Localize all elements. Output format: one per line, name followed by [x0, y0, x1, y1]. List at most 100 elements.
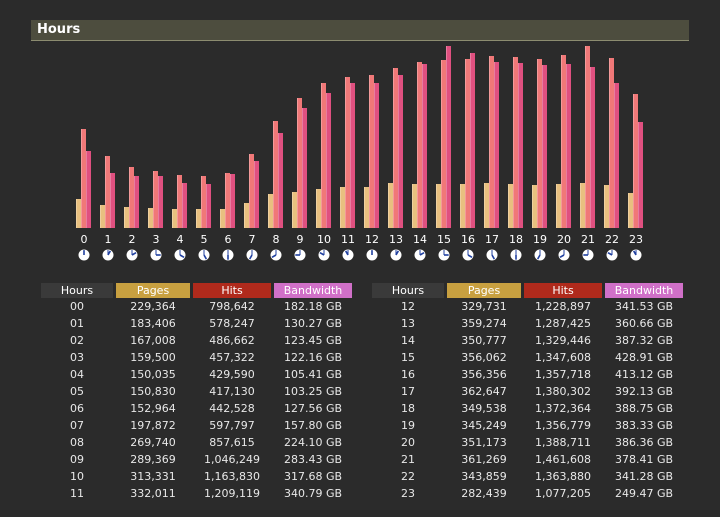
bar-hits [81, 129, 86, 228]
hour-cell: 15 [401, 351, 415, 364]
bar-bandwidth-highlight [614, 83, 615, 228]
pages-cell: 150,035 [130, 368, 176, 381]
clock-icon [630, 249, 642, 261]
bar-bandwidth [182, 183, 187, 228]
x-tick-label: 9 [297, 233, 304, 246]
hits-cell: 1,347,608 [535, 351, 591, 364]
table-row: 17 362,647 1,380,302 392.13 GB [372, 383, 683, 400]
bar-bandwidth [206, 184, 211, 228]
hits-cell: 1,077,205 [535, 487, 591, 500]
x-tick-label: 22 [605, 233, 619, 246]
bar-hits [105, 156, 110, 228]
bar-hits-highlight [105, 156, 106, 228]
bar-bandwidth-highlight [494, 62, 495, 228]
pages-cell: 152,964 [130, 402, 176, 415]
bar-hits-highlight [465, 59, 466, 228]
bar-pages-highlight [628, 193, 629, 228]
bar-pages-highlight [460, 184, 461, 228]
bandwidth-cell: 392.13 GB [614, 385, 674, 398]
hour-cell: 16 [401, 368, 415, 381]
x-tick-label: 11 [341, 233, 355, 246]
hits-cell: 1,363,880 [535, 470, 591, 483]
bar-hits [561, 55, 566, 228]
clock-icon [78, 249, 90, 261]
bandwidth-cell: 182.18 GB [283, 300, 343, 313]
x-tick-label: 4 [177, 233, 184, 246]
x-tick-label: 5 [201, 233, 208, 246]
clock-icon [486, 249, 498, 261]
bar-hits [609, 58, 614, 228]
bar-bandwidth-highlight [302, 108, 303, 228]
x-tick-label: 18 [509, 233, 523, 246]
hour-cell: 14 [401, 334, 415, 347]
hits-cell: 1,372,364 [535, 402, 591, 415]
bar-bandwidth-highlight [422, 64, 423, 228]
bar-pages [76, 199, 81, 228]
pages-cell: 356,356 [461, 368, 507, 381]
bandwidth-cell: 428.91 GB [614, 351, 674, 364]
clock-icon [534, 249, 546, 261]
hits-cell: 1,228,897 [535, 300, 591, 313]
bar-hits [369, 75, 374, 228]
clock-icon [414, 249, 426, 261]
table-row: 02 167,008 486,662 123.45 GB [41, 332, 352, 349]
bar-hits [201, 176, 206, 228]
hour-cell: 01 [70, 317, 84, 330]
bandwidth-cell: 127.56 GB [283, 402, 343, 415]
bar-bandwidth [422, 64, 427, 228]
bar-bandwidth-highlight [638, 122, 639, 228]
clock-icon [150, 249, 162, 261]
bar-pages [436, 184, 441, 228]
bar-bandwidth-highlight [182, 183, 183, 228]
bar-hits-highlight [417, 62, 418, 228]
clock-icon [438, 249, 450, 261]
pages-cell: 282,439 [461, 487, 507, 500]
bar-pages [268, 194, 273, 228]
pages-cell: 329,731 [461, 300, 507, 313]
bandwidth-cell: 130.27 GB [283, 317, 343, 330]
hits-cell: 578,247 [209, 317, 255, 330]
bandwidth-cell: 340.79 GB [283, 487, 343, 500]
col-header-hits: Hits [193, 283, 271, 298]
pages-cell: 350,777 [461, 334, 507, 347]
x-tick-label: 7 [249, 233, 256, 246]
hits-cell: 1,287,425 [535, 317, 591, 330]
bar-pages [508, 184, 513, 228]
bar-pages-highlight [244, 203, 245, 228]
hour-cell: 06 [70, 402, 84, 415]
bar-bandwidth [638, 122, 643, 228]
x-tick-label: 6 [225, 233, 232, 246]
pages-cell: 349,538 [461, 402, 507, 415]
hour-cell: 03 [70, 351, 84, 364]
bar-pages [628, 193, 633, 228]
clock-icon [174, 249, 186, 261]
hour-cell: 08 [70, 436, 84, 449]
hits-cell: 1,356,779 [535, 419, 591, 432]
hits-cell: 1,209,119 [204, 487, 260, 500]
bar-bandwidth [374, 83, 379, 228]
bar-pages [580, 183, 585, 228]
x-tick-label: 8 [273, 233, 280, 246]
bar-bandwidth [542, 65, 547, 228]
hour-cell: 17 [401, 385, 415, 398]
table-row: 06 152,964 442,528 127.56 GB [41, 400, 352, 417]
bar-hits [345, 77, 350, 228]
clock-icon [510, 249, 522, 261]
bar-pages-highlight [412, 184, 413, 228]
bar-hits-highlight [81, 129, 82, 228]
pages-cell: 362,647 [461, 385, 507, 398]
bandwidth-cell: 123.45 GB [283, 334, 343, 347]
bar-pages [220, 209, 225, 228]
bandwidth-cell: 249.47 GB [614, 487, 674, 500]
bar-hits [177, 175, 182, 228]
pages-cell: 351,173 [461, 436, 507, 449]
clock-icon [390, 249, 402, 261]
table-row: 08 269,740 857,615 224.10 GB [41, 434, 352, 451]
bar-hits [537, 59, 542, 228]
bar-pages-highlight [316, 189, 317, 228]
table-row: 15 356,062 1,347,608 428.91 GB [372, 349, 683, 366]
bandwidth-cell: 317.68 GB [283, 470, 343, 483]
bandwidth-cell: 341.53 GB [614, 300, 674, 313]
clock-icon [126, 249, 138, 261]
bar-pages-highlight [292, 192, 293, 228]
